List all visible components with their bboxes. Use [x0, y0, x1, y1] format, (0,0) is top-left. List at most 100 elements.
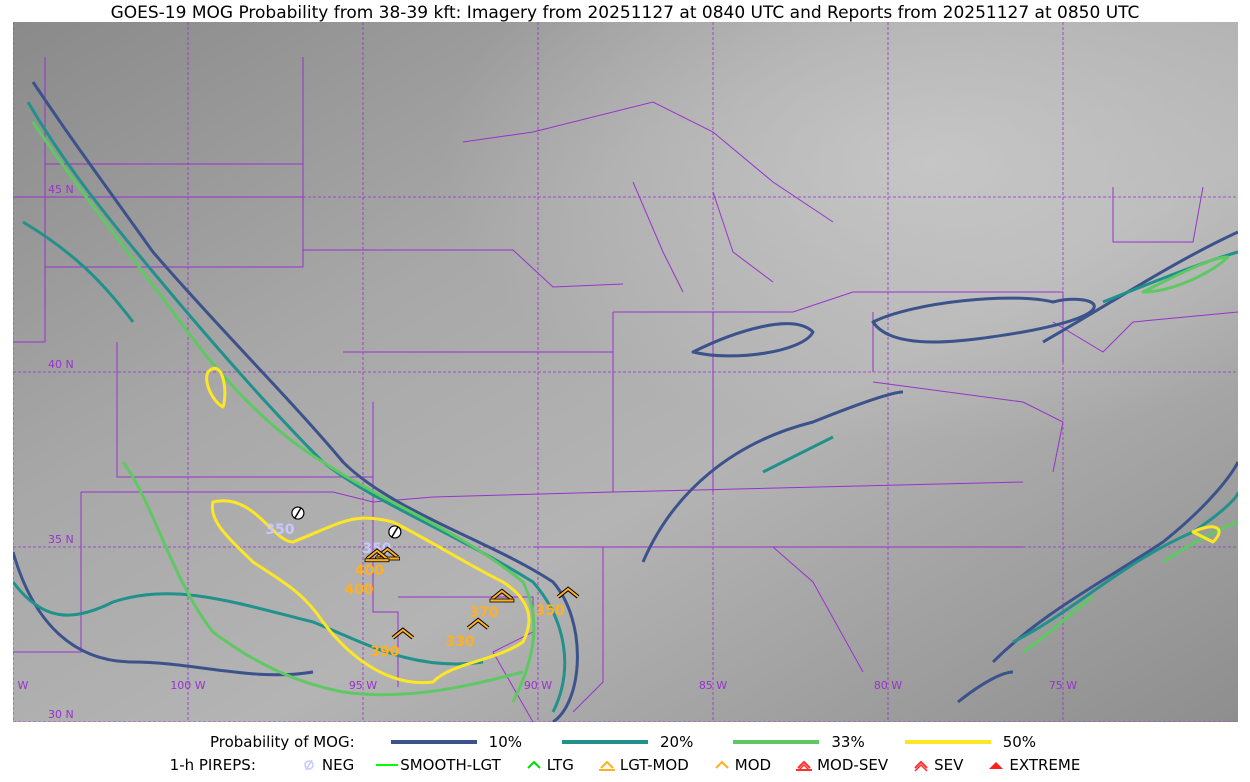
- state-border: [13, 57, 46, 343]
- contour-50pct: [205, 367, 227, 409]
- state-border: [372, 402, 399, 687]
- pirep-neg[interactable]: 350: [265, 506, 305, 538]
- lon-label: 95 W: [349, 679, 377, 692]
- swatch-50: [904, 740, 991, 744]
- lon-label: 05 W: [13, 679, 28, 692]
- contour-10pct: [957, 670, 1014, 704]
- state-border: [81, 481, 1024, 503]
- pirep-legend-label: MOD-SEV: [817, 756, 889, 774]
- label-10: 10%: [488, 733, 523, 751]
- pirep-legend-title: 1-h PIREPS:: [169, 756, 256, 774]
- lon-label: 80 W: [874, 679, 902, 692]
- lat-lon-grid: 05 W 100 W 95 W 90 W 85 W 80 W 75 W 45 N 40 N 35 …: [13, 22, 1238, 722]
- contour-50pct: [210, 499, 531, 685]
- mog-contours: [13, 81, 1238, 722]
- probability-legend: Probability of MOG: 10% 20% 33% 50%: [0, 733, 1250, 751]
- pirep-legend-neg: NEG: [298, 756, 354, 774]
- pirep-legend-ltg: LTG: [523, 756, 574, 774]
- filled-triangle-icon: [989, 762, 1004, 769]
- contour-33pct: [1162, 520, 1238, 564]
- pirep-lgt-mod[interactable]: 400: [344, 548, 390, 598]
- state-border: [772, 546, 864, 673]
- pirep-altitude: 400: [344, 582, 373, 598]
- state-borders: [13, 57, 1238, 722]
- satellite-map: 05 W 100 W 95 W 90 W 85 W 80 W 75 W 45 N 40 N 35 …: [13, 22, 1238, 722]
- pirep-legend-label: SMOOTH-LGT: [400, 756, 501, 774]
- lat-label: 30 N: [48, 708, 74, 721]
- contour-10pct: [691, 322, 815, 358]
- lon-label: 100 W: [170, 679, 205, 692]
- contour-10pct: [991, 461, 1238, 664]
- contour-10pct: [31, 81, 579, 722]
- prob-legend-title: Probability of MOG:: [209, 733, 355, 751]
- contour-20pct: [1012, 491, 1238, 644]
- contour-10pct: [641, 390, 904, 563]
- contour-20pct: [762, 435, 834, 474]
- contour-20pct: [22, 220, 135, 323]
- lon-label: 85 W: [699, 679, 727, 692]
- swatch-33: [733, 740, 820, 744]
- contour-33pct: [121, 461, 524, 697]
- pirep-altitude: 400: [355, 563, 384, 579]
- state-border: [872, 381, 1064, 473]
- pirep-mod[interactable]: 390: [370, 627, 415, 660]
- label-33: 33%: [831, 733, 865, 751]
- contour-33pct: [1141, 255, 1230, 294]
- pirep-legend-mod: MOD: [711, 756, 771, 774]
- state-border: [572, 547, 604, 713]
- pirep-legend: 1-h PIREPS: NEG SMOOTH-LGT LTG LGT-MOD MOD MO…: [0, 756, 1250, 774]
- state-border: [1052, 311, 1238, 353]
- line-icon: [376, 764, 399, 766]
- pirep-legend-smooth-lgt: SMOOTH-LGT: [376, 756, 501, 774]
- label-50: 50%: [1002, 733, 1037, 751]
- pirep-legend-label: LTG: [546, 756, 574, 774]
- state-border: [462, 101, 834, 223]
- pirep-lgt-mod[interactable]: 370: [469, 588, 515, 621]
- state-border: [303, 249, 624, 288]
- caret-icon: [715, 760, 729, 769]
- double-caret-bar-icon: [796, 760, 813, 772]
- lat-label: 45 N: [48, 183, 74, 196]
- pirep-legend-label: NEG: [321, 756, 355, 774]
- pirep-altitude: 370: [469, 605, 498, 621]
- state-border: [632, 181, 684, 293]
- double-caret-icon: [914, 760, 928, 772]
- pirep-legend-label: LGT-MOD: [619, 756, 689, 774]
- state-border: [1112, 186, 1204, 243]
- swatch-20: [562, 740, 649, 744]
- state-border: [13, 492, 82, 653]
- pirep-mod[interactable]: 330: [446, 617, 490, 650]
- state-border: [712, 191, 774, 283]
- contour-50pct: [1191, 525, 1221, 544]
- pirep-legend-sev: SEV: [910, 756, 963, 774]
- chart-title: GOES-19 MOG Probability from 38-39 kft: …: [110, 3, 1140, 23]
- contour-10pct: [13, 551, 314, 677]
- pirep-legend-mod-sev: MOD-SEV: [793, 756, 888, 774]
- caret-bar-icon: [598, 760, 615, 771]
- contour-10pct: [871, 296, 1096, 344]
- pirep-altitude: 390: [370, 644, 399, 660]
- swatch-10: [390, 740, 477, 744]
- pirep-legend-lgt-mod: LGT-MOD: [596, 756, 689, 774]
- pirep-mod[interactable]: 350: [535, 586, 580, 619]
- lon-label: 90 W: [524, 679, 552, 692]
- contour-33pct: [31, 121, 536, 703]
- pirep-legend-label: SEV: [934, 756, 964, 774]
- pirep-legend-label: EXTREME: [1009, 756, 1081, 774]
- lat-label: 35 N: [48, 533, 74, 546]
- pirep-altitude: 330: [446, 634, 475, 650]
- pirep-legend-extreme: EXTREME: [985, 756, 1080, 774]
- pirep-altitude: 350: [265, 522, 294, 538]
- state-border: [45, 57, 304, 268]
- contour-10pct: [1042, 230, 1238, 344]
- contour-20pct: [13, 581, 484, 666]
- lon-label: 75 W: [1049, 679, 1077, 692]
- pirep-altitude: 350: [535, 603, 564, 619]
- neg-circle-slash-icon: [304, 759, 314, 771]
- state-border: [613, 291, 1064, 362]
- pirep-legend-label: MOD: [734, 756, 772, 774]
- label-20: 20%: [660, 733, 694, 751]
- caret-icon: [527, 760, 541, 769]
- lat-label: 40 N: [48, 358, 74, 371]
